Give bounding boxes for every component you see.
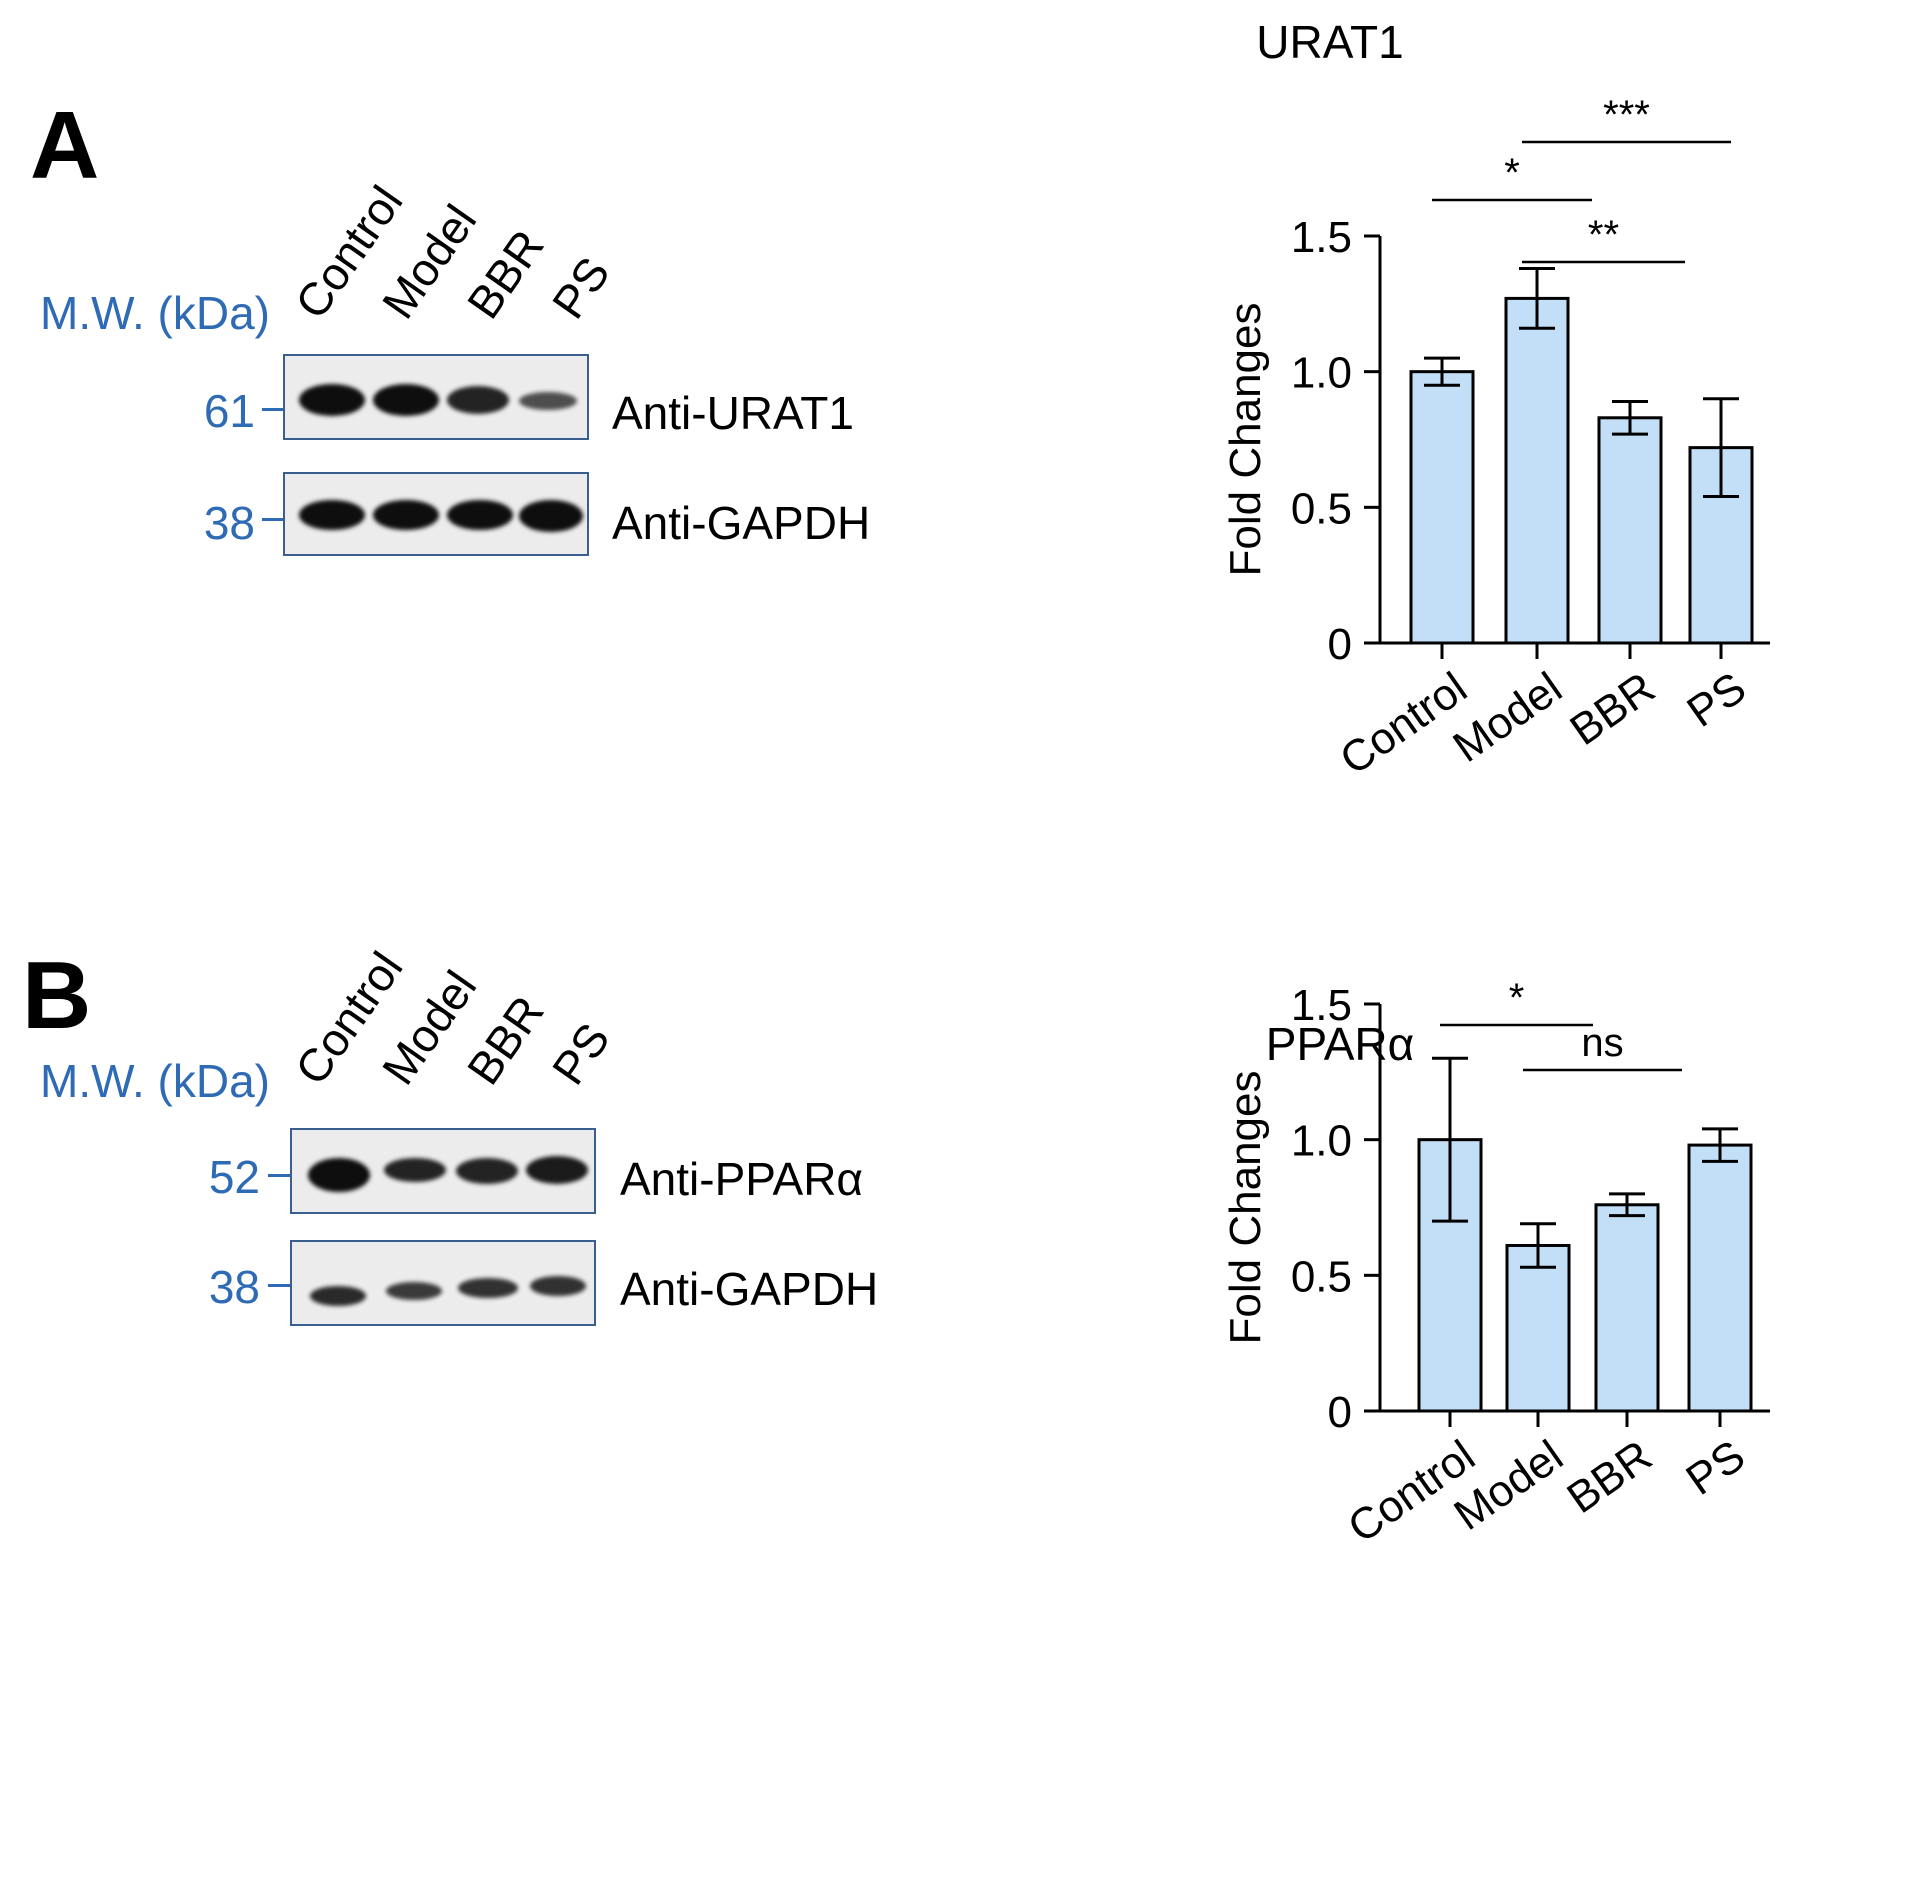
panel-letter: A: [30, 92, 100, 199]
panel-b: B M.W. (kDa) Control Model BBR PS 52 Ant…: [0, 942, 1923, 1896]
y-axis-label: Fold Changes: [1221, 303, 1270, 577]
mw-marker-61: 61: [203, 385, 255, 437]
blot-band: [530, 1276, 586, 1296]
antibody-label: Anti-PPARα: [620, 1153, 864, 1205]
panel-letter: B: [22, 942, 92, 1049]
mw-header: M.W. (kDa): [40, 287, 270, 339]
blot-band: [386, 1282, 442, 1300]
blot-band: [456, 1158, 518, 1184]
x-tick-label: PS: [1679, 663, 1755, 737]
y-tick-label: 0.5: [1291, 484, 1352, 533]
bar: [1687, 1143, 1753, 1413]
x-tick-label: Model: [1444, 663, 1570, 772]
y-tick-label: 1.0: [1291, 349, 1352, 398]
bar: [1594, 1203, 1660, 1413]
significance-label: ***: [1603, 93, 1650, 137]
lane-label-ps: PS: [541, 1013, 620, 1094]
bar: [1504, 296, 1570, 645]
blot-band: [519, 500, 583, 532]
mw-marker-52: 52: [208, 1151, 260, 1203]
blot-band: [373, 500, 439, 530]
y-tick-label: 0: [1328, 620, 1352, 669]
antibody-label: Anti-GAPDH: [612, 497, 871, 549]
blot-band: [526, 1156, 588, 1184]
x-tick-label: BBR: [1559, 1431, 1661, 1523]
bar-chart-urat1: URAT1 0 0.5 1.0 1.5 Fold Changes ControlModelB…: [1221, 16, 1770, 785]
blot-band: [299, 384, 365, 416]
antibody-label: Anti-GAPDH: [620, 1263, 879, 1315]
mw-tick: [262, 518, 284, 521]
blot-band: [373, 384, 439, 416]
x-tick-label: PS: [1678, 1431, 1754, 1505]
y-tick-label: 1.0: [1291, 1117, 1352, 1166]
x-tick-label: BBR: [1562, 663, 1664, 755]
significance-label: *: [1509, 976, 1525, 1020]
mw-tick: [262, 408, 284, 411]
y-tick-label: 1.5: [1291, 213, 1352, 262]
mw-tick: [268, 1284, 290, 1287]
y-tick-label: 0.5: [1291, 1252, 1352, 1301]
y-tick-label: 1.5: [1291, 981, 1352, 1030]
western-blot-ppara: [290, 1128, 596, 1214]
blot-band: [299, 500, 365, 530]
significance-label: **: [1588, 213, 1619, 257]
significance-label: *: [1504, 151, 1520, 195]
blot-band: [458, 1278, 518, 1298]
panel-a: A M.W. (kDa) Control Model BBR PS 61 Ant…: [30, 16, 1770, 785]
western-blot-gapdh: [283, 472, 589, 556]
blot-band: [308, 1158, 370, 1192]
mw-marker-38: 38: [203, 497, 255, 549]
x-tick-label: Control: [1331, 663, 1475, 784]
western-blot-urat1: [283, 354, 589, 440]
blot-band: [447, 500, 513, 530]
significance-label: ns: [1581, 1021, 1623, 1065]
y-axis-label: Fold Changes: [1221, 1071, 1270, 1345]
bar: [1505, 1243, 1571, 1413]
western-blot-gapdh: [290, 1240, 596, 1326]
antibody-label: Anti-URAT1: [612, 387, 854, 439]
mw-tick: [268, 1174, 290, 1177]
chart-title: PPARα: [1266, 1018, 1414, 1070]
chart-title: URAT1: [1256, 16, 1403, 68]
mw-marker-38: 38: [208, 1261, 260, 1313]
blot-band: [519, 392, 577, 410]
blot-band: [384, 1158, 446, 1182]
blot-band: [310, 1286, 366, 1306]
lane-label-ps: PS: [541, 247, 620, 328]
bar: [1597, 416, 1663, 645]
blot-band: [447, 386, 509, 414]
bar: [1409, 370, 1475, 645]
y-tick-label: 0: [1328, 1388, 1352, 1437]
mw-header: M.W. (kDa): [40, 1055, 270, 1107]
